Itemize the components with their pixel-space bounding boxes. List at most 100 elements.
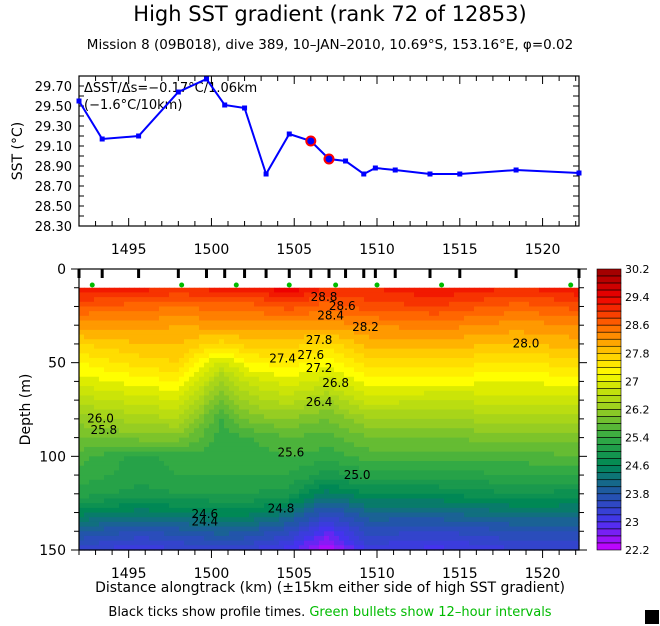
heatmap-cell [79, 362, 85, 368]
heatmap-cell [189, 386, 195, 392]
heatmap-cell [234, 339, 240, 345]
heatmap-cell [94, 376, 100, 382]
heatmap-cell [389, 545, 395, 551]
heatmap-cell [244, 353, 250, 359]
heatmap-cell [404, 367, 410, 373]
heatmap-cell [274, 334, 280, 340]
heatmap-cell [274, 446, 280, 453]
heatmap-cell [254, 489, 260, 495]
heatmap-cell [154, 390, 160, 397]
heatmap-cell [99, 395, 105, 401]
heatmap-cell [184, 400, 190, 406]
heatmap-cell [294, 311, 300, 317]
heatmap-cell [239, 404, 245, 411]
heatmap-cell [444, 311, 450, 317]
heatmap-cell [174, 372, 180, 378]
heatmap-cell [369, 409, 375, 415]
heatmap-cell [379, 381, 385, 387]
heatmap-cell [234, 409, 240, 415]
heatmap-cell [339, 526, 345, 532]
heatmap-cell [279, 343, 285, 350]
heatmap-cell [279, 475, 285, 481]
heatmap-cell [334, 437, 340, 443]
heatmap-cell [319, 489, 325, 495]
heatmap-cell [264, 325, 270, 331]
heatmap-cell [444, 315, 450, 322]
heatmap-cell [509, 418, 515, 425]
heatmap-cell [259, 461, 265, 467]
heatmap-cell [364, 461, 370, 467]
heatmap-cell [424, 315, 430, 322]
heatmap-cell [474, 531, 480, 537]
heatmap-cell [114, 418, 120, 425]
heatmap-cell [224, 493, 230, 500]
heatmap-cell [129, 446, 135, 453]
heatmap-cell [374, 465, 380, 471]
heatmap-cell [289, 484, 295, 490]
heatmap-cell [124, 465, 130, 471]
heatmap-cell [159, 493, 165, 500]
heatmap-cell [94, 451, 100, 457]
heatmap-cell [394, 432, 400, 439]
heatmap-cell [504, 470, 510, 476]
heatmap-cell [189, 428, 195, 434]
heatmap-cell [384, 311, 390, 317]
heatmap-cell [369, 390, 375, 397]
heatmap-cell [164, 545, 170, 551]
heatmap-cell [179, 470, 185, 476]
heatmap-cell [84, 348, 90, 354]
heatmap-cell [124, 526, 130, 532]
heatmap-cell [439, 386, 445, 392]
heatmap-cell [349, 503, 355, 509]
heatmap-cell [129, 315, 135, 322]
heatmap-cell [309, 404, 315, 411]
heatmap-cell [469, 526, 475, 532]
heatmap-cell [504, 386, 510, 392]
heatmap-cell [334, 297, 340, 303]
heatmap-cell [219, 451, 225, 457]
heatmap-cell [269, 353, 275, 359]
heatmap-cell [159, 517, 165, 523]
heatmap-cell [159, 414, 165, 420]
heatmap-cell [159, 423, 165, 429]
heatmap-cell [124, 287, 130, 294]
heatmap-cell [364, 432, 370, 439]
heatmap-cell [174, 428, 180, 434]
heatmap-cell [84, 404, 90, 411]
heatmap-cell [119, 517, 125, 523]
heatmap-cell [154, 489, 160, 495]
heatmap-cell [209, 540, 215, 546]
heatmap-cell [424, 475, 430, 481]
heatmap-cell [169, 446, 175, 453]
heatmap-cell [419, 531, 425, 537]
heatmap-cell [434, 292, 440, 298]
heatmap-cell [229, 348, 235, 354]
heatmap-cell [429, 376, 435, 382]
heatmap-cell [189, 414, 195, 420]
heatmap-cell [394, 372, 400, 378]
heatmap-cell [324, 362, 330, 368]
heatmap-cell [344, 381, 350, 387]
heatmap-cell [289, 470, 295, 476]
heatmap-cell [259, 503, 265, 509]
heatmap-cell [129, 381, 135, 387]
heatmap-cell [194, 531, 200, 537]
heatmap-cell [94, 461, 100, 467]
heatmap-cell [79, 301, 85, 308]
heatmap-cell [249, 409, 255, 415]
heatmap-cell [209, 325, 215, 331]
heatmap-cell [314, 503, 320, 509]
heatmap-cell [459, 362, 465, 368]
heatmap-cell [114, 287, 120, 294]
heatmap-cell [439, 367, 445, 373]
heatmap-cell [274, 287, 280, 294]
heatmap-cell [324, 507, 330, 514]
heatmap-cell [344, 418, 350, 425]
heatmap-cell [379, 437, 385, 443]
heatmap-cell [319, 517, 325, 523]
heatmap-cell [159, 301, 165, 308]
heatmap-cell [284, 442, 290, 448]
heatmap-cell [134, 507, 140, 514]
heatmap-cell [279, 489, 285, 495]
heatmap-cell [179, 409, 185, 415]
